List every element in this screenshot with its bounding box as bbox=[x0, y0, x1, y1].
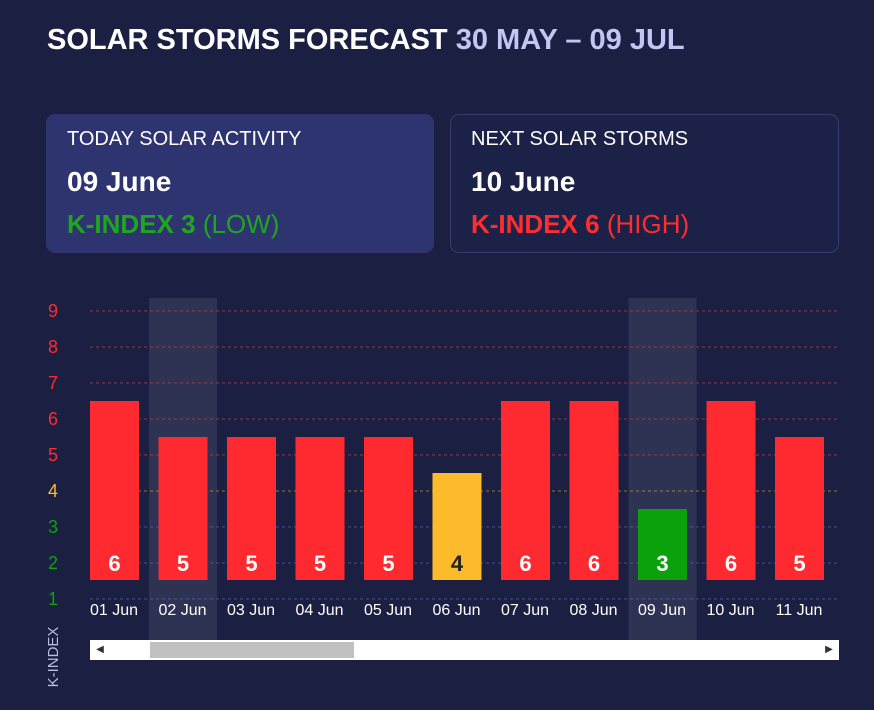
y-tick-label: 5 bbox=[48, 445, 58, 465]
x-tick-label: 10 Jun bbox=[706, 602, 754, 619]
bar-value-label: 5 bbox=[245, 551, 257, 576]
bar bbox=[295, 437, 345, 580]
y-tick-label: 8 bbox=[48, 337, 58, 357]
bar bbox=[775, 437, 824, 580]
y-tick-label: 1 bbox=[48, 589, 58, 609]
bar-value-label: 3 bbox=[656, 551, 668, 576]
bar bbox=[90, 401, 139, 580]
bar-value-label: 6 bbox=[108, 551, 120, 576]
kindex-bar-chart: 1 2 3 4 5 6 7 8 9 6 5 5 5 5 4 6 6 3 6 5 01 Jun 02 Jun 03 Jun 04… bbox=[45, 298, 839, 688]
bar-value-label: 5 bbox=[382, 551, 394, 576]
bar-value-label: 6 bbox=[519, 551, 531, 576]
x-tick-label: 02 Jun bbox=[158, 602, 206, 619]
bar bbox=[706, 401, 756, 580]
highlight-column bbox=[628, 298, 697, 640]
next-kindex-level: (HIGH) bbox=[606, 209, 690, 239]
today-date: 09 June bbox=[67, 166, 172, 197]
bar-value-label: 6 bbox=[588, 551, 600, 576]
x-tick-label: 11 Jun bbox=[776, 602, 823, 619]
bar bbox=[364, 437, 413, 580]
date-range: 30 MAY – 09 JUL bbox=[455, 24, 685, 56]
y-tick-label: 2 bbox=[48, 553, 58, 573]
x-tick-label: 01 Jun bbox=[90, 602, 138, 619]
next-kindex-value: K-INDEX 6 bbox=[471, 209, 600, 239]
x-tick-label: 05 Jun bbox=[364, 602, 412, 619]
bar-value-label: 5 bbox=[314, 551, 326, 576]
bar bbox=[432, 473, 482, 580]
next-date: 10 June bbox=[471, 166, 576, 197]
next-kindex: K-INDEX 6 (HIGH) bbox=[471, 209, 818, 239]
x-tick-label: 07 Jun bbox=[501, 602, 549, 619]
scroll-right-arrow[interactable]: ▶ bbox=[825, 644, 833, 655]
today-kindex-value: K-INDEX 3 bbox=[67, 209, 196, 239]
y-tick-label: 3 bbox=[48, 517, 58, 537]
bar-value-label: 6 bbox=[725, 551, 737, 576]
x-tick-label: 09 Jun bbox=[638, 602, 686, 619]
bar bbox=[501, 401, 550, 580]
today-label: TODAY SOLAR ACTIVITY bbox=[67, 128, 302, 150]
today-activity-card: TODAY SOLAR ACTIVITY 09 June K-INDEX 3 (… bbox=[46, 114, 434, 253]
bar-value-label: 4 bbox=[451, 551, 464, 576]
bar-value-label: 5 bbox=[793, 551, 805, 576]
y-tick-label: 6 bbox=[48, 409, 58, 429]
scroll-left-arrow[interactable]: ◀ bbox=[96, 644, 104, 655]
y-axis-label: K-INDEX bbox=[45, 627, 62, 688]
bar bbox=[227, 437, 276, 580]
x-tick-label: 06 Jun bbox=[432, 602, 480, 619]
x-tick-label: 03 Jun bbox=[227, 602, 275, 619]
scroll-thumb[interactable] bbox=[150, 642, 354, 658]
title-text: SOLAR STORMS FORECAST bbox=[47, 24, 448, 56]
next-label: NEXT SOLAR STORMS bbox=[471, 128, 689, 150]
chart-scrollbar[interactable]: ◀ ▶ bbox=[90, 640, 839, 660]
x-tick-label: 08 Jun bbox=[569, 602, 617, 619]
page-title: SOLAR STORMS FORECAST 30 MAY – 09 JUL bbox=[47, 24, 685, 57]
bar bbox=[158, 437, 208, 580]
y-tick-label: 7 bbox=[48, 373, 58, 393]
today-kindex: K-INDEX 3 (LOW) bbox=[67, 209, 413, 239]
next-storms-card: NEXT SOLAR STORMS 10 June K-INDEX 6 (HIG… bbox=[450, 114, 839, 253]
y-tick-label: 9 bbox=[48, 301, 58, 321]
bar bbox=[569, 401, 619, 580]
y-tick-label: 4 bbox=[48, 481, 58, 501]
today-kindex-level: (LOW) bbox=[202, 209, 280, 239]
x-tick-label: 04 Jun bbox=[295, 602, 343, 619]
bar bbox=[638, 509, 687, 580]
bar-value-label: 5 bbox=[177, 551, 189, 576]
